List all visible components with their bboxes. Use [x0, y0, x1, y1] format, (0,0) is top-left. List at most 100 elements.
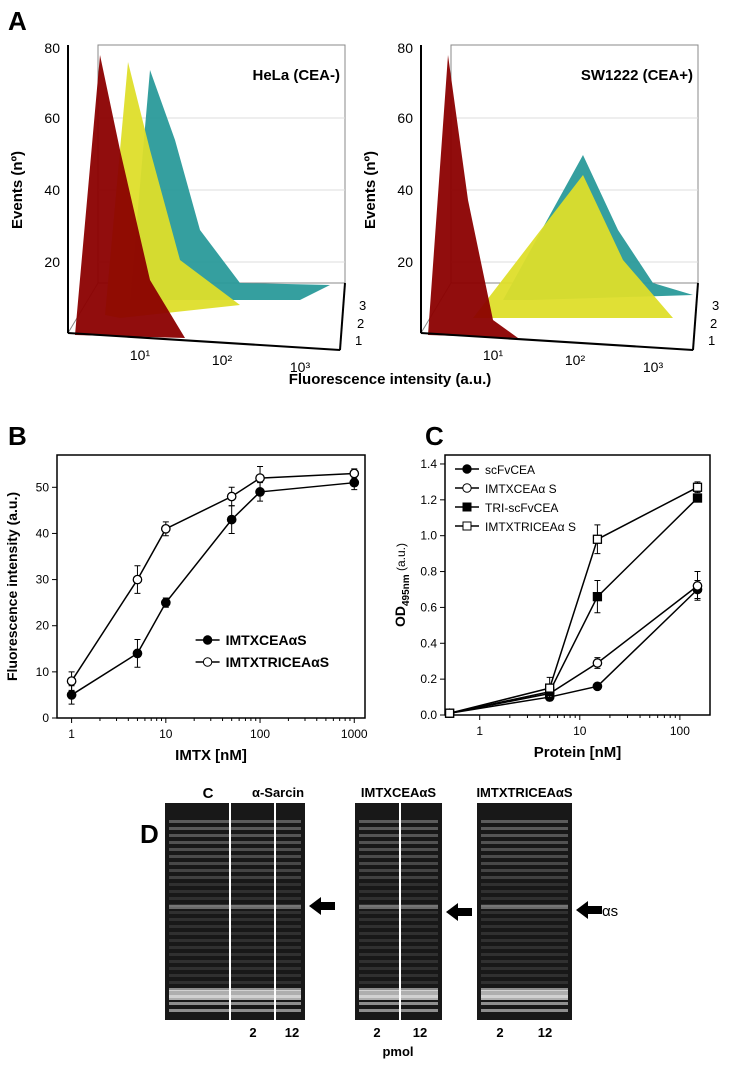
gel-band [481, 897, 568, 900]
gel-band [359, 967, 438, 970]
gel-band [481, 827, 568, 830]
gel-band [359, 925, 438, 928]
legend-marker [202, 657, 213, 667]
gel-band [481, 939, 568, 942]
legend-marker [462, 464, 472, 474]
gel-title: IMTXCEAαS [361, 785, 436, 800]
gel-band [169, 974, 301, 977]
y-tick-label: 0 [42, 711, 49, 725]
gel-band [169, 988, 301, 991]
x-tick-label: 1 [68, 727, 75, 741]
depth-tick-label: 1 [355, 333, 362, 348]
marker [226, 491, 237, 502]
series-line [449, 588, 699, 714]
gel-band [359, 932, 438, 935]
arrow [309, 897, 335, 915]
series-line [71, 481, 355, 696]
y-axis-label: Fluorescence intensity (a.u.) [4, 492, 20, 681]
gel-band [481, 905, 568, 909]
marker [349, 477, 360, 488]
arrow [576, 901, 602, 919]
gel-band [481, 820, 568, 823]
gel: IMTXCEAαS 2 12 [355, 785, 472, 1040]
depth-tick-label: 2 [357, 316, 364, 331]
gel-bg [477, 803, 572, 1020]
x-tick-label: 10² [212, 352, 233, 368]
series-line [449, 497, 699, 714]
plot-title: SW1222 (CEA+) [581, 67, 693, 84]
gel-band [481, 883, 568, 886]
gel-band [481, 848, 568, 851]
depth-tick-label: 3 [359, 298, 366, 313]
gel-band [359, 855, 438, 858]
gel-band [169, 841, 301, 844]
y-tick-label: 0.2 [420, 672, 437, 686]
gel-band [359, 953, 438, 956]
gel-band [359, 862, 438, 865]
gel-band [359, 897, 438, 900]
gel-band [359, 890, 438, 893]
marker [692, 581, 703, 591]
gel-band [169, 827, 301, 830]
gel-band [169, 820, 301, 823]
plot-frame [444, 454, 711, 716]
gel-band [169, 862, 301, 865]
legend-marker [462, 483, 472, 493]
lane-label: 2 [373, 1025, 380, 1040]
y-tick-label: 0.0 [420, 708, 437, 722]
gel-band [169, 876, 301, 879]
gel-band [169, 939, 301, 942]
depth-axis [339, 282, 346, 351]
x-tick-label: 1 [476, 724, 483, 738]
gel-band [481, 869, 568, 872]
gel-bg [355, 803, 442, 1020]
y-tick-label: 1.4 [420, 457, 437, 471]
histogram [473, 175, 673, 318]
x-tick-label: 10³ [643, 359, 664, 375]
band-label: αs [602, 903, 618, 920]
unit-label: pmol [382, 1044, 413, 1059]
series-line [449, 585, 698, 714]
depth-tick-label: 1 [708, 333, 715, 348]
gel-band [481, 946, 568, 949]
y-tick-label: 10 [36, 665, 50, 679]
y-axis-label: Events (nº) [362, 151, 379, 229]
marker [132, 574, 143, 585]
panel-label: A [8, 6, 27, 36]
marker [692, 482, 703, 492]
gel-band [481, 960, 568, 963]
gel-band [359, 1009, 438, 1012]
panel-label: B [8, 421, 27, 451]
y-label-unit: (a.u.) [394, 543, 408, 574]
gel-band [481, 932, 568, 935]
y-tick-label: 30 [36, 573, 50, 587]
gel-band [481, 1009, 568, 1012]
gel-band [359, 869, 438, 872]
x-tick-label: 1000 [341, 727, 368, 741]
gel-band [359, 939, 438, 942]
gel-band [359, 974, 438, 977]
y-tick-label: 0.8 [420, 565, 437, 579]
lane-label: 12 [538, 1025, 552, 1040]
gel-band [481, 953, 568, 956]
x-tick-label: 10¹ [483, 347, 504, 363]
gel-band [359, 960, 438, 963]
gel-band [359, 883, 438, 886]
marker [692, 493, 703, 503]
legend-label: IMTXCEAαS [226, 632, 307, 648]
depth-tick-label: 2 [710, 316, 717, 331]
gel-band [169, 869, 301, 872]
histogram-3d: SW1222 (CEA+) Events (nº) 20 40 60 80 10¹ 10² 10… [362, 40, 719, 375]
chart: 0 10 20 30 40 50 1 10 100 1000 IMTX [nM] Fluorescen… [4, 454, 368, 764]
x-tick-label: 10 [573, 724, 587, 738]
gel-band [359, 981, 438, 984]
y-label-main: Fluorescence intensity (a.u.) [4, 492, 20, 681]
lane-label: 2 [496, 1025, 503, 1040]
gel-band [481, 967, 568, 970]
gel-band [359, 988, 438, 991]
gel-band [481, 876, 568, 879]
gel-band [359, 820, 438, 823]
gel-band [481, 925, 568, 928]
plot-frame [56, 454, 366, 719]
marker [66, 676, 77, 686]
